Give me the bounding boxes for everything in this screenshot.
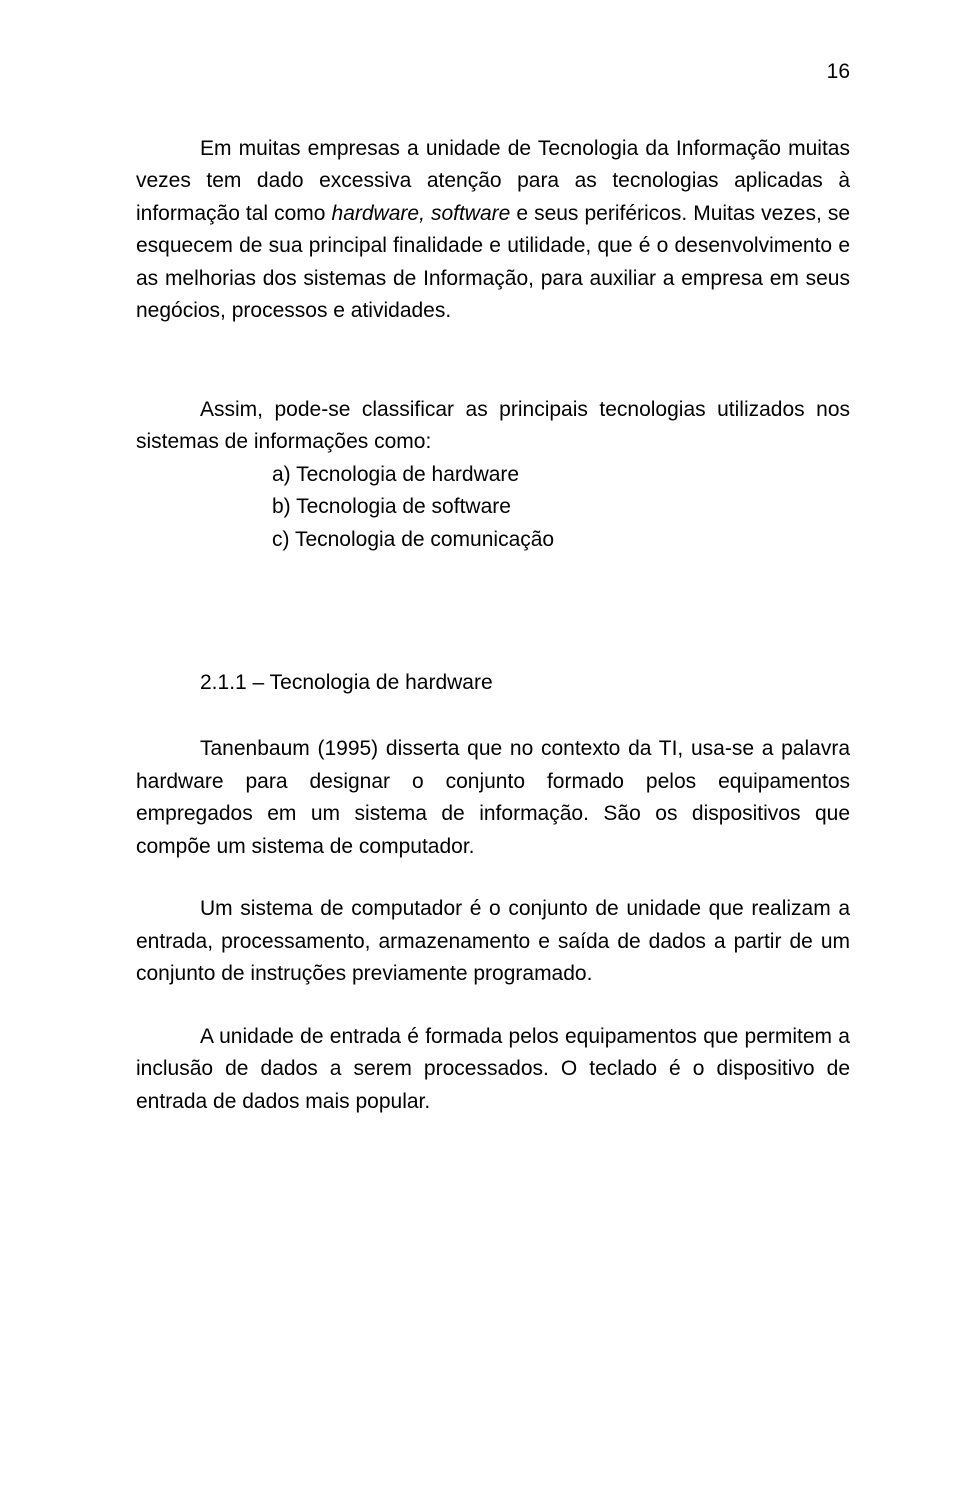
list-intro: Assim, pode-se classificar as principais… [136,394,850,459]
spacer [136,358,850,394]
list-block: Assim, pode-se classificar as principais… [136,394,850,557]
list-item-b: b) Tecnologia de software [272,491,850,524]
list-items: a) Tecnologia de hardware b) Tecnologia … [136,459,850,557]
paragraph-1: Em muitas empresas a unidade de Tecnolog… [136,133,850,328]
section-heading: 2.1.1 – Tecnologia de hardware [136,667,850,700]
list-item-c: c) Tecnologia de comunicação [272,524,850,557]
paragraph-1-italic: hardware, software [332,202,511,225]
document-page: 16 Em muitas empresas a unidade de Tecno… [0,0,960,1496]
paragraph-2: Tanenbaum (1995) disserta que no context… [136,733,850,863]
paragraph-4: A unidade de entrada é formada pelos equ… [136,1021,850,1119]
page-number: 16 [136,56,850,89]
list-item-a: a) Tecnologia de hardware [272,459,850,492]
paragraph-3: Um sistema de computador é o conjunto de… [136,893,850,991]
spacer [136,591,850,627]
